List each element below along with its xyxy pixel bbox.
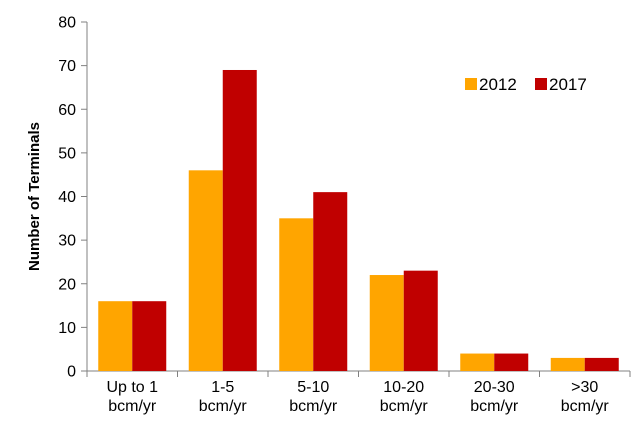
bar-2012-5: [550, 357, 585, 371]
x-tick-label: 20-30 bcm/yr: [470, 379, 519, 415]
x-tick-label: 10-20 bcm/yr: [380, 379, 429, 415]
y-tick-label: 30: [58, 233, 76, 250]
y-tick-label: 60: [58, 102, 76, 119]
bar-2017-5: [584, 357, 619, 371]
bar-2017-2: [313, 192, 348, 371]
y-tick-label: 80: [58, 15, 76, 32]
bar-2012-1: [188, 170, 223, 371]
bar-2017-4: [494, 353, 529, 371]
y-tick-label: 70: [58, 58, 76, 75]
bar-2012-0: [98, 301, 133, 371]
bar-2012-4: [460, 353, 495, 371]
y-axis-title: Number of Terminals: [26, 122, 43, 271]
y-tick-label: 10: [58, 320, 76, 337]
bar-2017-3: [403, 270, 438, 371]
x-tick-label: 1-5 bcm/yr: [199, 379, 248, 415]
legend-label-2017: 2017: [549, 75, 587, 94]
bar-2017-0: [132, 301, 167, 371]
x-tick-label: >30 bcm/yr: [561, 379, 610, 415]
legend-swatch-2017: [535, 78, 547, 90]
bar-2012-2: [279, 218, 314, 371]
y-tick-label: 0: [67, 364, 76, 381]
y-tick-label: 50: [58, 145, 76, 162]
x-tick-label: 5-10 bcm/yr: [289, 379, 338, 415]
bar-2017-1: [222, 69, 257, 372]
y-tick-label: 40: [58, 189, 76, 206]
y-tick-label: 20: [58, 276, 76, 293]
x-tick-label: Up to 1 bcm/yr: [106, 379, 158, 415]
bar-2012-3: [369, 275, 404, 371]
legend-label-2012: 2012: [479, 75, 517, 94]
legend-swatch-2012: [465, 78, 477, 90]
